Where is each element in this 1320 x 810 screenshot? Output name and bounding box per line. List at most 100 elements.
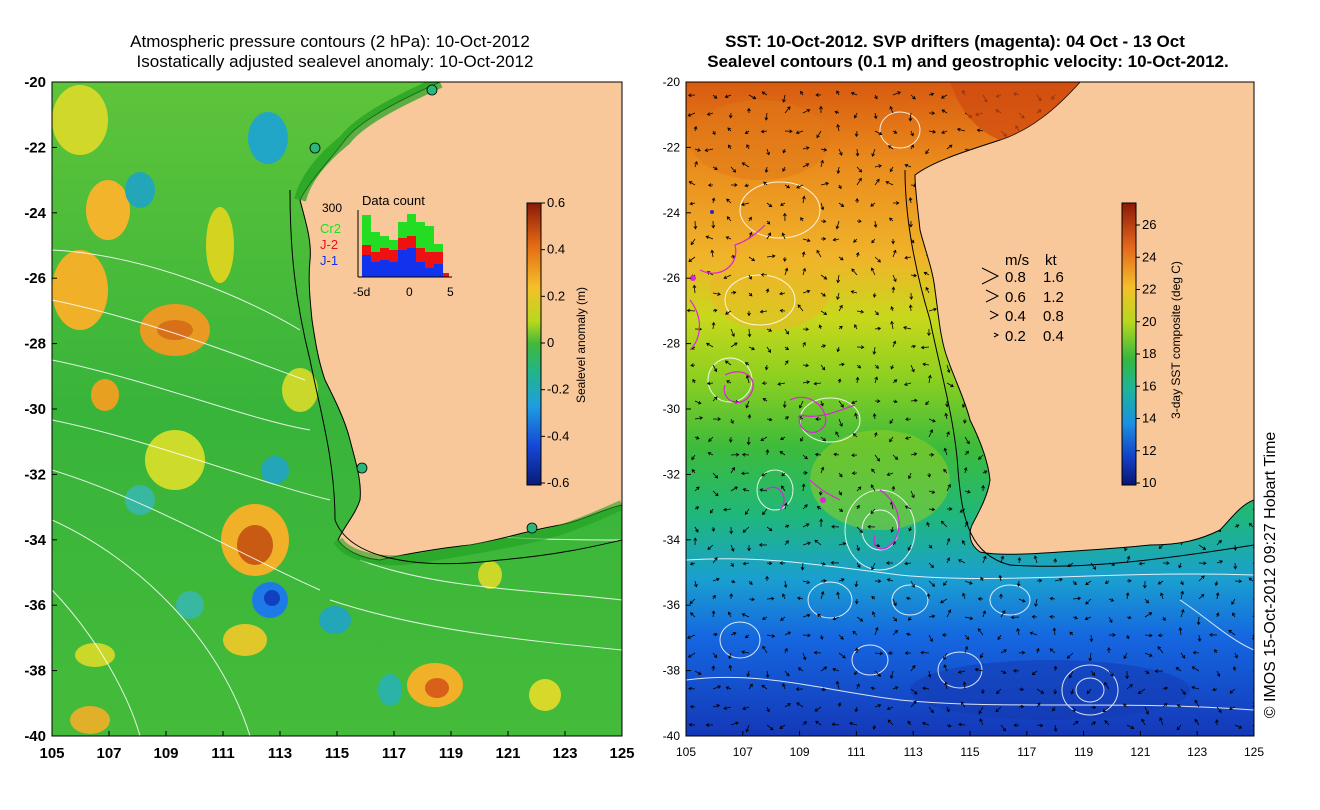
velocity-arrow (707, 544, 714, 550)
velocity-arrow (871, 468, 876, 474)
velocity-arrow (1158, 544, 1164, 549)
velocity-arrow (748, 256, 756, 262)
velocity-arrow (781, 485, 786, 492)
velocity-arrow (801, 195, 806, 204)
velocity-arrow (1142, 580, 1147, 589)
velocity-arrow (766, 346, 772, 353)
velocity-arrow (711, 665, 716, 672)
velocity-arrow (1013, 668, 1020, 673)
velocity-arrow (1216, 706, 1222, 714)
velocity-arrow (891, 286, 896, 294)
velocity-arrow (836, 166, 841, 175)
velocity-arrow (729, 526, 734, 535)
velocity-arrow (872, 413, 877, 420)
velocity-arrow (832, 616, 840, 621)
velocity-arrow (892, 379, 898, 384)
velocity-arrow (706, 381, 714, 386)
velocity-arrow (779, 561, 785, 565)
velocity-arrow (1144, 706, 1149, 715)
velocity-arrow (927, 670, 932, 678)
velocity-arrow (904, 436, 912, 440)
velocity-arrow (892, 616, 898, 622)
velocity-arrow (981, 484, 985, 492)
left-y-tick-label: -36 (24, 597, 46, 614)
velocity-arrow (747, 328, 752, 338)
left-x-tick-label: 109 (153, 745, 178, 762)
velocity-arrow (962, 540, 966, 546)
velocity-arrow (1234, 524, 1240, 528)
velocity-arrow (802, 363, 810, 368)
velocity-arrow (1194, 718, 1200, 726)
velocity-arrow (782, 256, 787, 262)
velocity-arrow (1126, 615, 1132, 620)
velocity-arrow (1052, 706, 1056, 712)
velocity-arrow (730, 544, 735, 552)
velocity-arrow (856, 544, 860, 552)
velocity-arrow (1072, 615, 1079, 620)
velocity-arrow (998, 574, 1003, 582)
left-y-tick-label: -26 (24, 270, 46, 287)
velocity-arrow (977, 628, 984, 636)
velocity-arrow (1126, 578, 1132, 583)
velocity-arrow (802, 580, 811, 584)
velocity-arrow (712, 685, 722, 690)
velocity-arrow (1069, 631, 1074, 636)
velocity-arrow (1053, 665, 1058, 672)
velocity-arrow (1234, 652, 1238, 659)
velocity-arrow (964, 489, 971, 494)
velocity-arrow (874, 178, 880, 186)
velocity-arrow (964, 616, 974, 621)
velocity-arrow (1198, 593, 1205, 600)
velocity-arrow (802, 454, 808, 460)
velocity-arrow (747, 311, 751, 317)
velocity-arrow (960, 701, 966, 708)
velocity-arrow (801, 251, 806, 258)
velocity-arrow (800, 90, 804, 96)
velocity-arrow (1180, 590, 1184, 600)
velocity-arrow (892, 686, 899, 690)
right-y-tick-label: -26 (663, 271, 681, 285)
velocity-arrow (889, 166, 894, 173)
velocity-arrow (910, 580, 915, 588)
velocity-arrow (1070, 688, 1075, 695)
velocity-arrow (995, 706, 1002, 713)
velocity-arrow (746, 670, 751, 678)
velocity-arrow (777, 382, 786, 386)
velocity-arrow (982, 610, 987, 618)
velocity-arrow (850, 91, 858, 96)
velocity-arrow (708, 436, 714, 442)
velocity-arrow (704, 148, 714, 152)
sst-colorbar: 26 24 22 20 18 16 14 12 10 3-day SST composite (… (1121, 202, 1183, 490)
velocity-arrow (1125, 670, 1130, 680)
velocity-arrow (707, 183, 714, 187)
velocity-arrow (781, 472, 786, 477)
colorbar-tick-label: 12 (1142, 443, 1156, 458)
velocity-arrow (1180, 580, 1184, 586)
velocity-arrow (802, 504, 808, 510)
velocity-arrow (1036, 578, 1043, 583)
right-x-tick-label: 113 (904, 745, 923, 759)
velocity-arrow (1018, 598, 1026, 603)
velocity-legend: m/s kt 0.8 1.6 0.6 1.2 0.4 0.8 0.2 0.4 (981, 252, 1064, 345)
velocity-arrow (690, 363, 696, 368)
velocity-arrow (874, 326, 882, 331)
velocity-arrow (784, 129, 793, 134)
velocity-arrow (800, 217, 804, 222)
velocity-arrow (921, 721, 930, 726)
velocity-arrow (802, 341, 806, 348)
velocity-arrow (691, 454, 696, 461)
velocity-arrow (694, 148, 701, 152)
velocity-arrow (1231, 598, 1236, 605)
velocity-arrow (795, 687, 804, 691)
left-x-tick-label: 105 (39, 745, 64, 762)
velocity-arrow (796, 596, 804, 601)
velocity-arrow (758, 543, 768, 547)
velocity-arrow (996, 688, 1002, 695)
velocity-arrow (856, 616, 864, 622)
right-x-tick-label: 115 (960, 745, 979, 759)
velocity-arrow (1000, 724, 1006, 732)
velocity-arrow (820, 310, 828, 315)
velocity-arrow (946, 364, 951, 374)
velocity-arrow (871, 238, 876, 244)
velocity-arrow (908, 197, 913, 204)
